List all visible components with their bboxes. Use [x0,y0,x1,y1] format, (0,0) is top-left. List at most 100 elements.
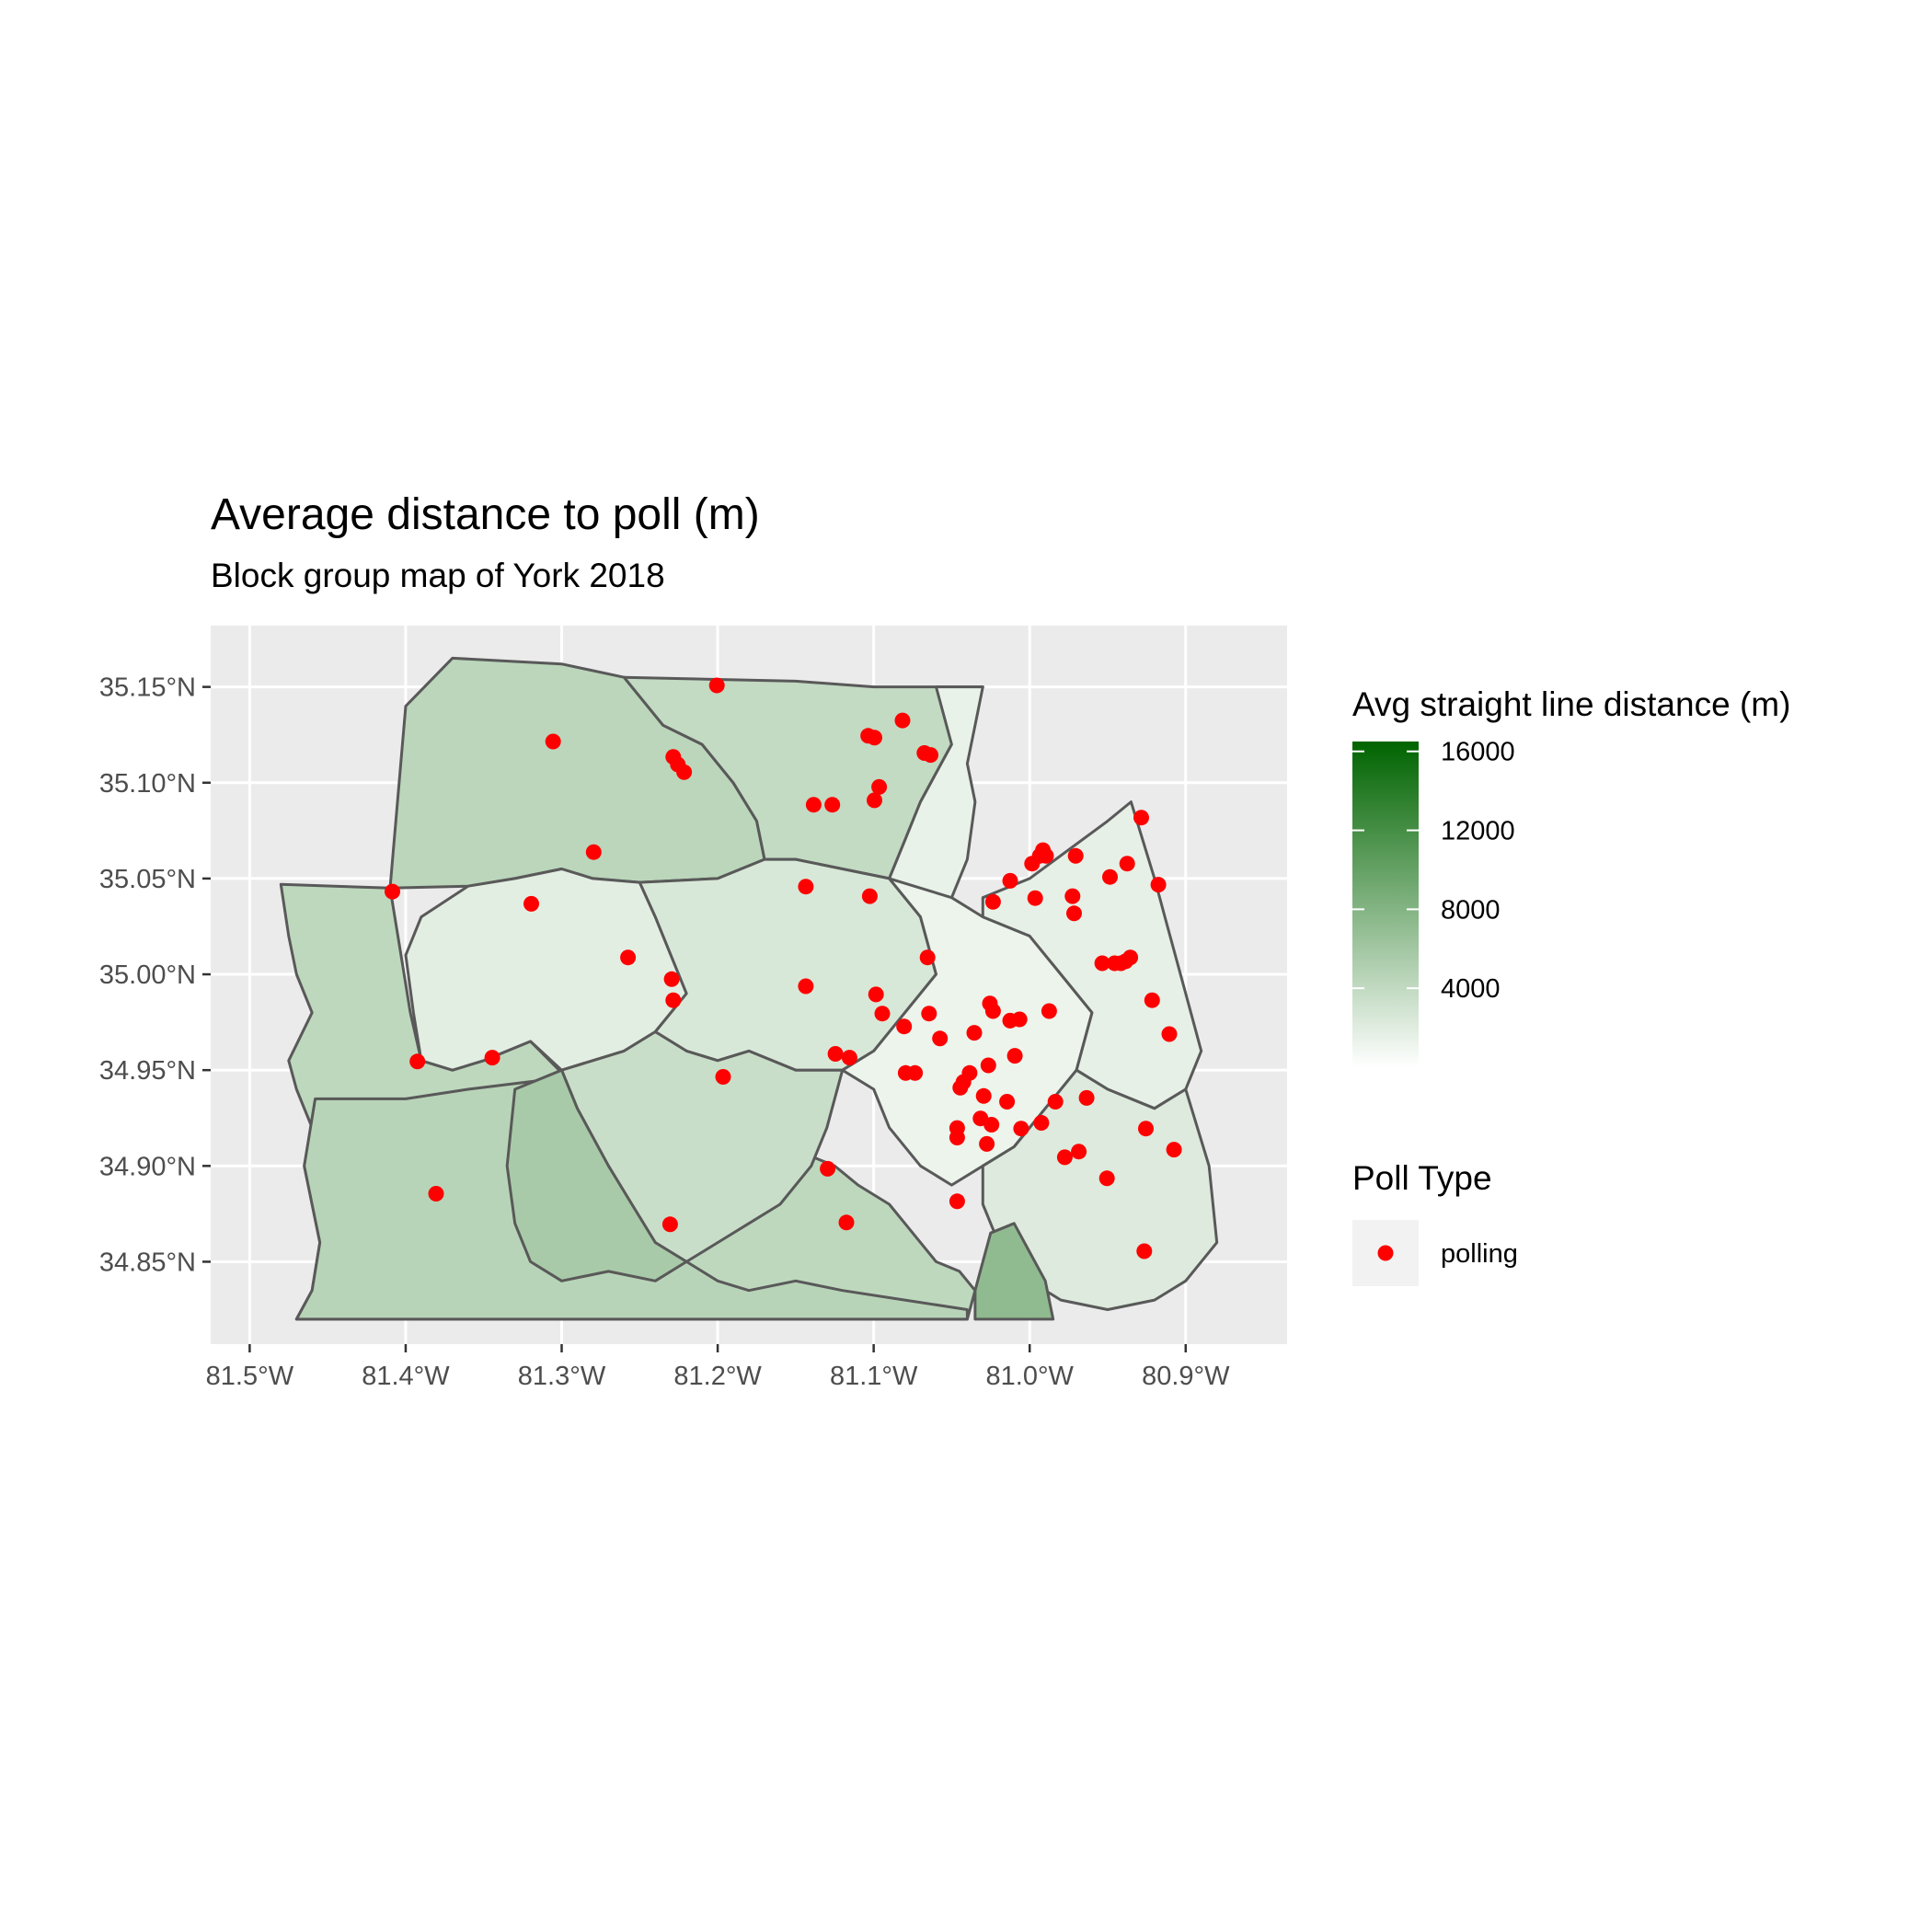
polling-point-26 [867,730,882,746]
polling-point-73 [1071,1144,1087,1160]
point-legend-dot-0 [1377,1245,1394,1261]
polling-point-59 [1011,1011,1028,1028]
region-south-dark [973,1222,1055,1321]
polling-point-66 [1038,847,1054,864]
polling-point-29 [871,778,888,795]
y-tick-label-0: 34.85°N [99,1248,196,1277]
polling-point-10 [665,992,682,1008]
point-legend-title: Poll Type [1352,1159,1492,1197]
polling-point-0 [385,883,400,900]
polling-point-2 [428,1186,444,1202]
polling-point-72 [1067,847,1084,864]
polling-point-69 [1056,1149,1073,1166]
polling-point-56 [1002,872,1018,889]
legend: Avg straight line distance (m) 4000 8000 12… [1352,685,1790,1286]
polling-point-23 [841,1050,857,1066]
point-legend-label-0: polling [1441,1239,1518,1269]
y-tick-label-6: 35.15°N [99,673,196,703]
polling-point-25 [861,888,878,904]
x-tick-label-5: 81.0°W [986,1362,1075,1391]
polling-point-21 [827,1046,844,1062]
polling-point-70 [1064,888,1081,904]
fill-legend-label-2: 12000 [1441,817,1515,846]
polling-point-37 [921,1006,937,1022]
fill-legend-label-1: 8000 [1441,895,1501,925]
polling-point-89 [1166,1142,1182,1158]
polling-point-75 [1094,955,1110,972]
x-tick-label-0: 81.5°W [206,1362,294,1391]
polling-point-48 [975,1087,992,1104]
polling-point-13 [676,764,693,780]
polling-point-76 [1098,1170,1115,1187]
polling-point-84 [1136,1243,1153,1259]
polling-point-82 [1122,949,1139,966]
polling-point-58 [1006,1048,1023,1064]
polling-points [385,677,1182,1259]
polling-point-88 [1161,1026,1178,1042]
polling-point-9 [663,971,680,987]
x-tick-label-4: 81.1°W [830,1362,918,1391]
polling-point-30 [874,1006,891,1022]
polling-point-53 [984,893,1001,910]
polling-point-68 [1047,1094,1064,1110]
block-group-regions [279,656,1219,1321]
polling-point-60 [1013,1121,1029,1137]
polling-point-32 [896,1018,913,1035]
x-tick-label-2: 81.3°W [518,1362,606,1391]
polling-point-28 [868,986,884,1003]
fill-legend-colorbar [1352,742,1419,1067]
polling-point-39 [932,1030,949,1047]
polling-point-4 [523,895,539,912]
y-tick-label-3: 35.00°N [99,960,196,990]
polling-point-27 [867,792,882,809]
y-tick-label-4: 35.05°N [99,865,196,894]
polling-point-38 [923,747,938,764]
polling-point-49 [979,1135,995,1152]
polling-point-16 [798,879,814,895]
polling-point-74 [1078,1089,1095,1106]
polling-point-64 [1033,1115,1050,1131]
polling-point-46 [966,1025,983,1041]
polling-point-71 [1066,905,1082,922]
fill-legend-label-0: 4000 [1441,974,1501,1004]
fill-legend-title: Avg straight line distance (m) [1352,685,1790,723]
polling-point-62 [1027,890,1043,906]
polling-point-19 [820,1160,836,1177]
polling-point-34 [907,1064,924,1081]
polling-point-3 [484,1050,500,1066]
axes: 81.5°W 81.4°W 81.3°W 81.2°W 81.1°W 81.0°W 80.9… [99,673,1230,1391]
x-tick-label-6: 80.9°W [1142,1362,1230,1391]
polling-point-7 [620,949,637,966]
polling-point-50 [980,1057,996,1074]
polling-point-86 [1144,992,1160,1008]
polling-point-77 [1102,868,1118,885]
y-tick-label-2: 34.95°N [99,1056,196,1086]
y-tick-label-1: 34.90°N [99,1152,196,1181]
polling-point-85 [1138,1121,1154,1137]
fill-legend-label-3: 16000 [1441,738,1515,767]
polling-point-55 [999,1094,1016,1110]
polling-point-83 [1133,810,1149,826]
polling-point-6 [585,844,602,860]
polling-point-81 [1119,856,1135,872]
polling-point-87 [1150,877,1167,893]
polling-point-1 [409,1053,426,1070]
polling-point-17 [798,978,814,995]
polling-point-15 [715,1069,731,1085]
polling-point-18 [805,797,822,813]
polling-point-54 [984,1003,1001,1019]
polling-point-52 [983,1117,1000,1133]
polling-point-22 [838,1214,855,1231]
polling-point-67 [1041,1003,1057,1019]
polling-point-45 [961,1064,978,1081]
polling-point-8 [661,1216,678,1233]
chart-subtitle: Block group map of York 2018 [211,557,665,594]
x-tick-label-3: 81.2°W [673,1362,762,1391]
polling-point-42 [949,1130,965,1145]
x-tick-label-1: 81.4°W [362,1362,450,1391]
polling-point-20 [824,797,841,813]
polling-point-40 [949,1193,965,1210]
polling-point-36 [919,949,936,966]
polling-point-14 [708,677,725,694]
